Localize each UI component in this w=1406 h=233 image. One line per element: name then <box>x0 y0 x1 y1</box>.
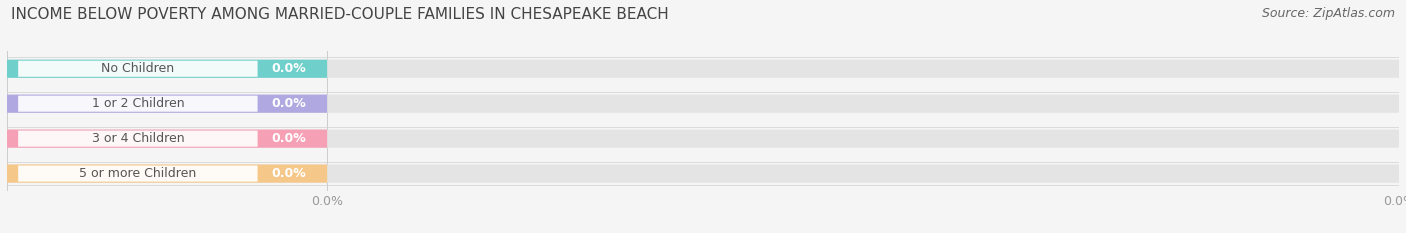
Text: 0.0%: 0.0% <box>271 132 307 145</box>
FancyBboxPatch shape <box>18 131 257 147</box>
FancyBboxPatch shape <box>7 60 1399 78</box>
FancyBboxPatch shape <box>7 95 328 113</box>
FancyBboxPatch shape <box>18 165 257 182</box>
FancyBboxPatch shape <box>7 164 328 183</box>
FancyBboxPatch shape <box>7 95 1399 113</box>
FancyBboxPatch shape <box>18 61 257 77</box>
Text: 0.0%: 0.0% <box>271 62 307 75</box>
FancyBboxPatch shape <box>7 164 1399 183</box>
Text: 0.0%: 0.0% <box>271 97 307 110</box>
Text: INCOME BELOW POVERTY AMONG MARRIED-COUPLE FAMILIES IN CHESAPEAKE BEACH: INCOME BELOW POVERTY AMONG MARRIED-COUPL… <box>11 7 669 22</box>
Text: 5 or more Children: 5 or more Children <box>79 167 197 180</box>
FancyBboxPatch shape <box>7 60 328 78</box>
Text: No Children: No Children <box>101 62 174 75</box>
FancyBboxPatch shape <box>7 130 1399 148</box>
FancyBboxPatch shape <box>7 130 328 148</box>
Text: Source: ZipAtlas.com: Source: ZipAtlas.com <box>1261 7 1395 20</box>
Text: 3 or 4 Children: 3 or 4 Children <box>91 132 184 145</box>
Text: 0.0%: 0.0% <box>271 167 307 180</box>
FancyBboxPatch shape <box>18 96 257 112</box>
Text: 1 or 2 Children: 1 or 2 Children <box>91 97 184 110</box>
